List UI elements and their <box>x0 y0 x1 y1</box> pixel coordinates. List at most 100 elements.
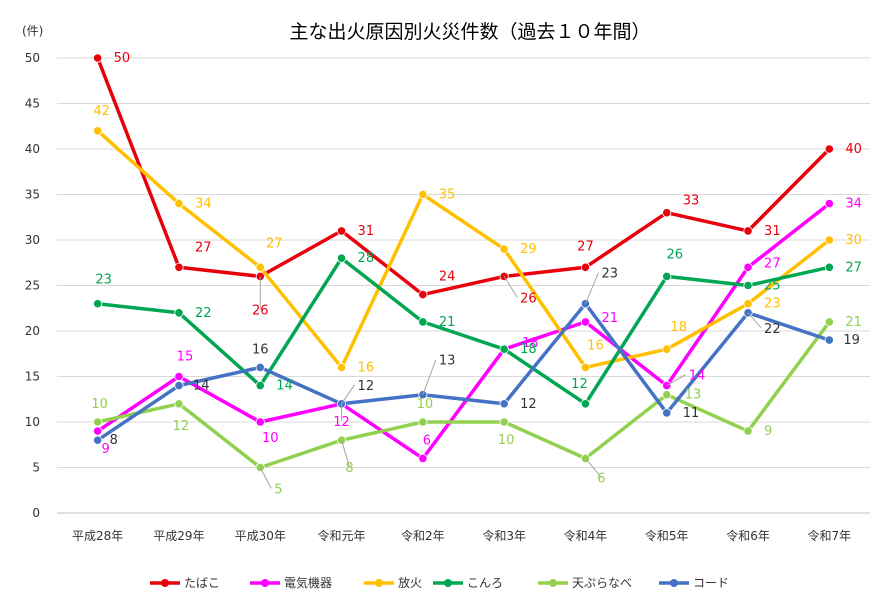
y-tick-label: 50 <box>25 51 40 65</box>
data-point <box>174 308 184 318</box>
x-tick-label: 令和4年 <box>564 528 608 543</box>
chart-title: 主な出火原因別火災件数（過去１０年間） <box>289 21 650 43</box>
data-label: 26 <box>520 291 537 306</box>
data-point <box>662 208 672 218</box>
data-label: 22 <box>764 322 781 337</box>
data-label: 26 <box>252 303 269 318</box>
y-tick-label: 15 <box>25 370 40 384</box>
data-point <box>255 262 265 272</box>
data-point <box>336 253 347 263</box>
data-label: 28 <box>358 251 375 266</box>
data-label: 16 <box>587 338 604 353</box>
data-label: 6 <box>597 471 605 486</box>
y-tick-label: 0 <box>32 506 40 520</box>
data-point <box>499 417 509 427</box>
data-label: 31 <box>358 224 375 239</box>
leader-line <box>747 312 762 329</box>
data-point <box>743 262 753 272</box>
data-point <box>580 317 591 327</box>
legend-swatch-marker <box>375 579 383 587</box>
data-point <box>336 362 347 372</box>
data-point <box>499 271 509 281</box>
data-label: 8 <box>345 461 353 476</box>
data-point <box>336 226 347 236</box>
series-line <box>96 301 830 442</box>
y-tick-label: 30 <box>25 233 40 247</box>
x-tick-label: 令和2年 <box>401 528 445 543</box>
legend-item: こんろ <box>433 576 503 590</box>
legend-item: たばこ <box>150 576 220 590</box>
series-line <box>97 256 830 406</box>
y-tick-label: 5 <box>32 461 40 475</box>
series-2 <box>93 126 834 372</box>
legend: たばこ 電気機器 放火 こんろ 天ぷらなべ コード <box>150 575 729 590</box>
data-label: 6 <box>423 433 431 448</box>
data-label: 12 <box>520 397 537 412</box>
data-point <box>824 335 834 345</box>
data-label: 27 <box>577 239 594 254</box>
series-0 <box>93 53 834 300</box>
legend-label: 放火 <box>398 575 422 590</box>
data-label: 5 <box>274 483 282 498</box>
data-point <box>662 408 672 418</box>
x-tick-label: 令和7年 <box>808 528 852 543</box>
data-label: 26 <box>666 247 683 262</box>
legend-swatch-marker <box>670 579 678 587</box>
data-label: 11 <box>683 406 700 421</box>
legend-label: 電気機器 <box>284 575 332 590</box>
legend-label: コード <box>693 576 729 590</box>
data-point <box>93 299 103 309</box>
x-tick-label: 平成28年 <box>72 529 123 543</box>
data-point <box>743 426 753 436</box>
leader-line <box>341 384 355 405</box>
data-label: 19 <box>843 333 860 348</box>
data-label: 23 <box>764 297 781 312</box>
data-label: 34 <box>845 197 862 212</box>
x-tick-label: 令和3年 <box>482 528 526 543</box>
data-label: 40 <box>845 142 862 157</box>
data-label: 12 <box>571 377 588 392</box>
series-4 <box>93 317 834 473</box>
y-tick-label: 35 <box>25 188 40 202</box>
data-label: 18 <box>670 320 687 335</box>
data-point <box>93 126 103 136</box>
data-point <box>93 426 103 436</box>
data-label: 10 <box>262 431 279 446</box>
data-label: 13 <box>439 354 456 369</box>
data-label: 18 <box>522 336 539 351</box>
data-label: 27 <box>764 256 781 271</box>
data-point <box>418 453 428 463</box>
legend-item: 電気機器 <box>250 575 332 590</box>
data-point <box>255 362 265 372</box>
x-tick-label: 平成29年 <box>153 529 204 543</box>
legend-swatch-marker <box>161 579 169 587</box>
data-point <box>93 417 103 427</box>
data-label: 34 <box>195 197 212 212</box>
data-label: 23 <box>95 273 112 288</box>
leader-line <box>341 440 351 468</box>
data-label: 9 <box>764 424 772 439</box>
data-point <box>255 417 265 427</box>
data-label: 14 <box>193 379 210 394</box>
series-5 <box>93 299 834 445</box>
data-point <box>174 262 184 272</box>
data-point <box>662 344 672 354</box>
data-label: 42 <box>93 104 110 119</box>
y-tick-label: 25 <box>25 279 40 293</box>
data-label: 12 <box>173 419 190 434</box>
data-point <box>418 189 428 200</box>
data-label: 18 <box>520 342 537 357</box>
data-label: 9 <box>102 442 110 457</box>
data-label: 21 <box>601 311 618 326</box>
y-axis-ticks: 0 5 10 15 20 25 30 35 40 45 50 <box>25 51 40 520</box>
leader-line <box>259 467 272 489</box>
series-line <box>96 129 831 370</box>
data-point <box>743 280 753 291</box>
data-label: 15 <box>177 350 194 365</box>
legend-swatch-marker <box>549 579 557 587</box>
data-label: 16 <box>358 360 375 375</box>
data-label: 10 <box>498 433 515 448</box>
data-label: 50 <box>114 51 131 66</box>
data-point <box>174 380 184 391</box>
